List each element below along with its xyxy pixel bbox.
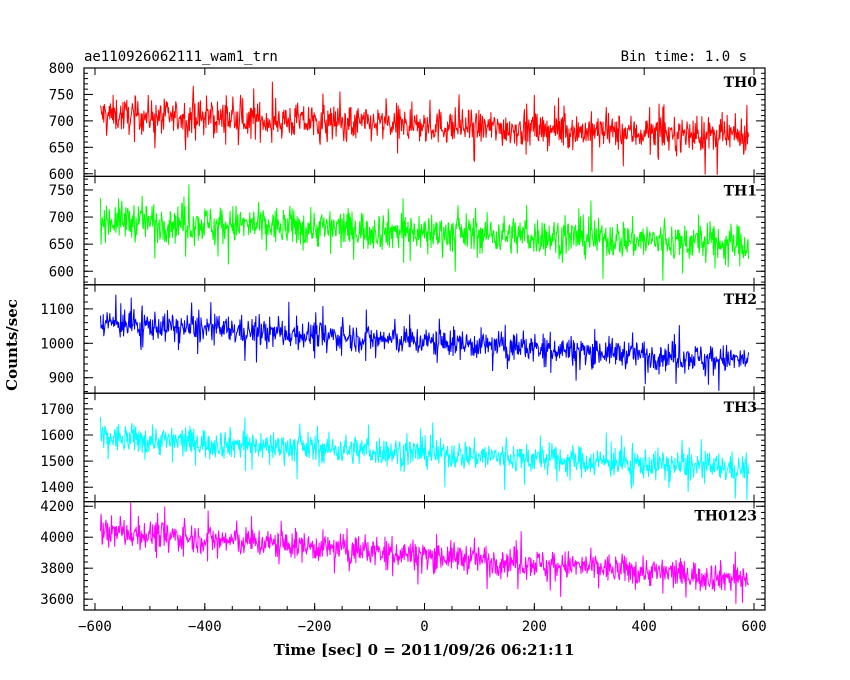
panel-th2: 900 1000 1100 TH2 <box>40 284 766 394</box>
y-tick-label: 600 <box>49 167 74 183</box>
series-line-th2 <box>99 294 750 391</box>
series-line-th3 <box>99 417 750 501</box>
y-tick-label: 750 <box>49 183 74 199</box>
y-tick-label: 900 <box>49 371 74 387</box>
y-tick-label: 1100 <box>40 302 74 318</box>
y-tick-label: 650 <box>49 140 74 156</box>
y-tick-label: 4200 <box>40 499 74 515</box>
panel-th1: 600 650 700 750 TH1 <box>49 175 766 286</box>
panel-frame <box>83 501 766 611</box>
panel-th0123: 3600 3800 4000 4200 TH0123 <box>40 499 766 611</box>
y-tick-label: 650 <box>49 237 74 253</box>
y-axis-title: Counts/sec <box>3 299 21 391</box>
panel-label-th2: TH2 <box>724 292 757 308</box>
y-tick-label: 800 <box>49 61 74 77</box>
y-tick-label: 700 <box>49 210 74 226</box>
y-tick-label: 1600 <box>40 428 74 444</box>
y-tick-label: 1400 <box>40 480 74 496</box>
series-line-th1 <box>99 184 750 281</box>
panels-group: 600 650 700 750 800 TH0 600 650 700 750 TH1 900 1000… <box>40 61 766 611</box>
y-tick-label: 1700 <box>40 402 74 418</box>
panel-label-th0: TH0 <box>724 75 758 91</box>
x-axis: −600 −400 −200 0 200 400 600 <box>78 606 767 635</box>
y-tick-label: 1500 <box>40 454 74 470</box>
panel-label-th0123: TH0123 <box>694 509 757 525</box>
x-tick-label: −400 <box>188 619 222 635</box>
x-tick-label: 400 <box>632 619 657 635</box>
x-tick-label: 200 <box>522 619 547 635</box>
y-tick-label: 600 <box>49 264 74 280</box>
x-axis-title: Time [sec] 0 = 2011/09/26 06:21:11 <box>274 641 575 659</box>
x-tick-label: −200 <box>298 619 332 635</box>
y-tick-label: 4000 <box>40 530 74 546</box>
chart-title: ae110926062111_wam1_trn <box>84 49 278 65</box>
y-tick-label: 700 <box>49 114 74 130</box>
panel-th0: 600 650 700 750 800 TH0 <box>49 61 766 183</box>
y-tick-label: 1000 <box>40 336 74 352</box>
series-line-th0 <box>99 81 750 175</box>
y-tick-label: 750 <box>49 87 74 103</box>
panel-label-th3: TH3 <box>724 400 757 416</box>
series-line-th0123 <box>99 501 749 604</box>
y-tick-label: 3800 <box>40 561 74 577</box>
panel-label-th1: TH1 <box>724 183 757 199</box>
x-tick-label: 0 <box>420 619 428 635</box>
x-tick-label: −600 <box>78 619 112 635</box>
y-tick-label: 3600 <box>40 592 74 608</box>
x-tick-label: 600 <box>741 619 766 635</box>
bin-time-label: Bin time: 1.0 s <box>621 49 747 65</box>
panel-th3: 1400 1500 1600 1700 TH3 <box>40 392 766 503</box>
